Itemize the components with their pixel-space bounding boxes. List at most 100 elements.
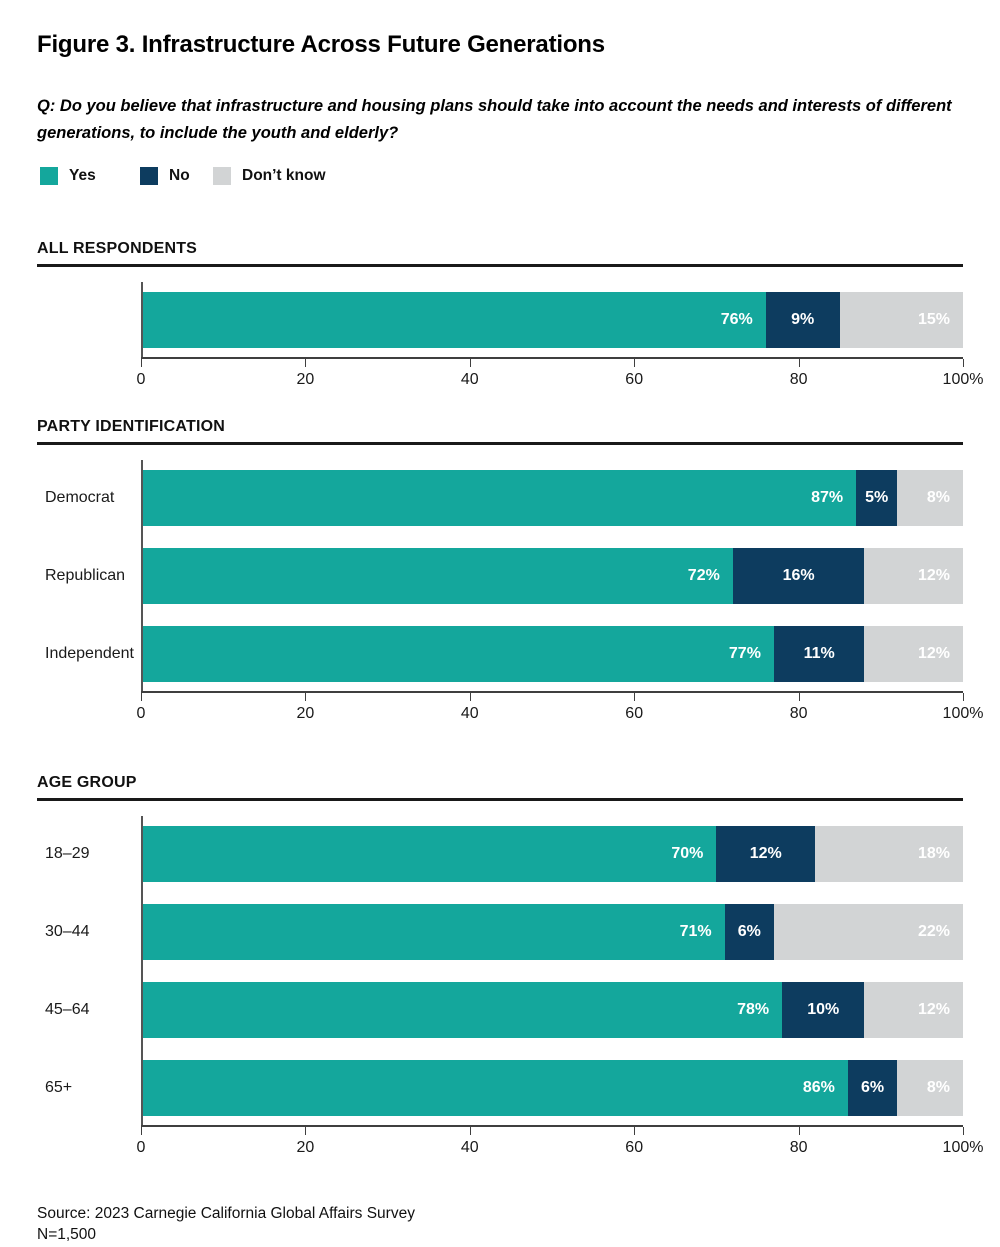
bar-segment-dont-know: 12% — [864, 982, 963, 1038]
section-rule — [37, 798, 963, 801]
bar-segment-no: 6% — [847, 1060, 898, 1116]
bar-track: 87% 5% 8% — [141, 470, 963, 526]
bar-segment-no: 5% — [856, 470, 898, 526]
bar-value-label: 8% — [926, 1079, 950, 1096]
bar-value-label: 22% — [917, 923, 950, 940]
bar-value-label: 12% — [917, 567, 950, 584]
category-label: Republican — [45, 567, 126, 584]
bar-track: 72% 16% 12% — [141, 548, 963, 604]
bar-segment-dont-know: 18% — [815, 826, 963, 882]
legend-label-dont-know: Don’t know — [242, 167, 326, 184]
bar-segment-yes: 72% — [141, 548, 733, 604]
bar-row: 30–44 71% 6% 22% — [37, 904, 963, 960]
legend-label-no: No — [169, 167, 190, 184]
bar-value-label: 15% — [917, 311, 950, 328]
category-label: 18–29 — [45, 845, 90, 862]
bar-value-label: 18% — [917, 845, 950, 862]
bar-segment-dont-know: 12% — [864, 626, 963, 682]
bar-value-label: 78% — [737, 1001, 770, 1018]
bar-row: 65+ 86% 6% 8% — [37, 1060, 963, 1116]
legend-swatch-yes — [40, 167, 58, 185]
bar-segment-no: 11% — [773, 626, 865, 682]
survey-question-line2: generations, to include the youth and el… — [37, 124, 399, 142]
y-axis-line — [141, 460, 143, 693]
bar-segment-dont-know: 12% — [864, 548, 963, 604]
bar-value-label: 9% — [791, 311, 815, 328]
bar-segment-yes: 87% — [141, 470, 857, 526]
source-note: Source: 2023 Carnegie California Global … — [37, 1205, 415, 1222]
bar-row: Democrat 87% 5% 8% — [37, 470, 963, 526]
section-header-party-identification: PARTY IDENTIFICATION — [37, 418, 225, 435]
bar-segment-yes: 70% — [141, 826, 717, 882]
axis-tick-label: 40 — [460, 1139, 479, 1156]
bar-row: Independent 77% 11% 12% — [37, 626, 963, 682]
legend-item-dont-know: Don’t know — [213, 167, 326, 185]
bar-value-label: 16% — [782, 567, 815, 584]
bar-track: 77% 11% 12% — [141, 626, 963, 682]
axis-tick-label: 100% — [942, 371, 984, 388]
section-age-group: AGE GROUP 18–29 70% 12% 18% 30–44 71% 6% 22% 45–… — [37, 773, 983, 1161]
bar-segment-dont-know: 22% — [773, 904, 963, 960]
axis-tick-label: 80 — [789, 371, 808, 388]
chart-age-group: 18–29 70% 12% 18% 30–44 71% 6% 22% 45–64 78% 10% 12… — [37, 816, 983, 1161]
bar-row: Republican 72% 16% 12% — [37, 548, 963, 604]
bar-value-label: 5% — [865, 489, 889, 506]
bar-track: 70% 12% 18% — [141, 826, 963, 882]
bar-segment-no: 16% — [732, 548, 865, 604]
x-axis: 0 20 40 60 80 100% — [137, 1125, 983, 1161]
axis-tick-label: 80 — [789, 705, 808, 722]
axis-tick-label: 20 — [296, 371, 315, 388]
sample-size-note: N=1,500 — [37, 1226, 97, 1243]
survey-question-line1: Q: Do you believe that infrastructure an… — [37, 97, 952, 115]
bar-value-label: 12% — [917, 1001, 950, 1018]
bar-value-label: 71% — [679, 923, 712, 940]
bar-segment-no: 6% — [724, 904, 774, 960]
axis-tick-label: 40 — [460, 371, 479, 388]
legend-item-no: No — [140, 167, 190, 185]
bar-segment-no: 10% — [782, 982, 865, 1038]
category-label: 30–44 — [45, 923, 90, 940]
axis-tick-label: 40 — [460, 705, 479, 722]
bar-segment-yes: 86% — [141, 1060, 848, 1116]
axis-tick-label: 60 — [625, 371, 644, 388]
bar-value-label: 72% — [687, 567, 720, 584]
legend-swatch-no — [140, 167, 158, 185]
bar-value-label: 12% — [917, 645, 950, 662]
figure-footer: Source: 2023 Carnegie California Global … — [37, 1203, 963, 1245]
axis-tick-label: 60 — [625, 705, 644, 722]
category-label: 45–64 — [45, 1001, 90, 1018]
bar-segment-yes: 71% — [141, 904, 725, 960]
chart-all-respondents: 76% 9% 15% 0 20 40 60 80 100% — [37, 282, 983, 393]
legend-item-yes: Yes — [40, 167, 96, 185]
figure-title: Figure 3. Infrastructure Across Future G… — [37, 31, 605, 58]
y-axis-line — [141, 282, 143, 359]
axis-tick-label: 0 — [136, 371, 146, 388]
bar-track: 86% 6% 8% — [141, 1060, 963, 1116]
axis-tick-label: 0 — [136, 705, 146, 722]
bar-value-label: 76% — [720, 311, 753, 328]
survey-question: Q: Do you believe that infrastructure an… — [37, 93, 963, 147]
bar-segment-no: 9% — [765, 292, 840, 348]
bar-value-label: 77% — [728, 645, 761, 662]
axis-tick-label: 0 — [136, 1139, 146, 1156]
chart-rows: 76% 9% 15% — [37, 292, 963, 348]
section-rule — [37, 442, 963, 445]
bar-track: 71% 6% 22% — [141, 904, 963, 960]
bar-value-label: 11% — [803, 645, 835, 662]
y-axis-line — [141, 816, 143, 1127]
section-party-identification: PARTY IDENTIFICATION Democrat 87% 5% 8% Repu… — [37, 417, 983, 727]
chart-rows: Democrat 87% 5% 8% Republican 72% 16% 12% Indepe… — [37, 470, 963, 682]
bar-segment-dont-know: 8% — [897, 470, 963, 526]
bar-track: 76% 9% 15% — [141, 292, 963, 348]
bar-segment-dont-know: 15% — [839, 292, 963, 348]
section-header-age-group: AGE GROUP — [37, 774, 137, 791]
legend-swatch-dont-know — [213, 167, 231, 185]
chart-rows: 18–29 70% 12% 18% 30–44 71% 6% 22% 45–64 78% 10% 12… — [37, 826, 963, 1116]
section-header-all-respondents: ALL RESPONDENTS — [37, 240, 198, 257]
axis-tick-label: 60 — [625, 1139, 644, 1156]
bar-value-label: 6% — [737, 923, 761, 940]
axis-tick-label: 20 — [296, 1139, 315, 1156]
bar-value-label: 86% — [802, 1079, 835, 1096]
category-label: 65+ — [45, 1079, 73, 1096]
bar-value-label: 70% — [671, 845, 704, 862]
